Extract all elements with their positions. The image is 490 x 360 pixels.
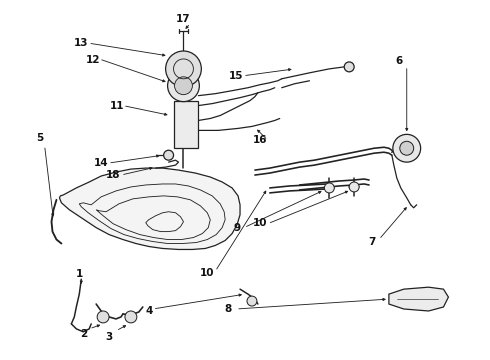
Text: 13: 13 (74, 38, 89, 48)
Text: 14: 14 (94, 158, 108, 168)
Text: 18: 18 (106, 170, 120, 180)
Text: 16: 16 (253, 135, 267, 145)
Circle shape (247, 296, 257, 306)
Polygon shape (389, 287, 448, 311)
Text: 10: 10 (253, 218, 267, 228)
Text: 11: 11 (110, 100, 124, 111)
Text: 1: 1 (75, 269, 83, 279)
Text: 4: 4 (145, 306, 152, 316)
Text: 3: 3 (105, 332, 113, 342)
Polygon shape (59, 168, 240, 249)
Circle shape (125, 311, 137, 323)
Circle shape (174, 77, 193, 95)
Text: 2: 2 (80, 329, 87, 339)
Circle shape (344, 62, 354, 72)
Circle shape (166, 51, 201, 87)
Text: 7: 7 (368, 237, 376, 247)
Polygon shape (173, 100, 198, 148)
Text: 12: 12 (86, 55, 100, 65)
Text: 6: 6 (395, 56, 402, 66)
Text: 15: 15 (229, 71, 244, 81)
Circle shape (393, 134, 420, 162)
Text: 17: 17 (176, 14, 191, 24)
Text: 10: 10 (200, 268, 215, 278)
Text: 5: 5 (36, 133, 43, 143)
Circle shape (164, 150, 173, 160)
Text: 8: 8 (224, 304, 232, 314)
Circle shape (97, 311, 109, 323)
Circle shape (168, 70, 199, 102)
Text: 9: 9 (234, 222, 241, 233)
Circle shape (400, 141, 414, 155)
Circle shape (349, 182, 359, 192)
Circle shape (324, 183, 334, 193)
